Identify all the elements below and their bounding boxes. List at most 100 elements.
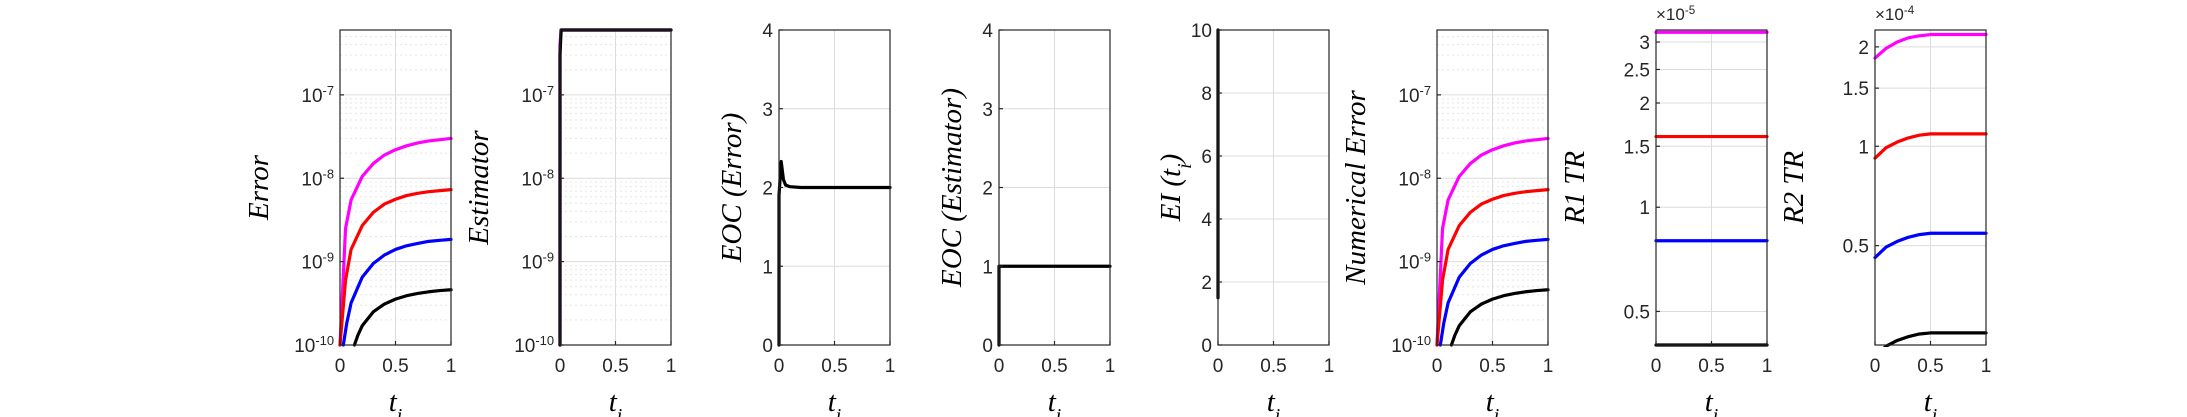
- y-tick-label: 10-7: [521, 82, 554, 107]
- y-tick-label: 1: [1858, 137, 1869, 158]
- y-tick-label: 2.5: [1624, 60, 1650, 81]
- panel-error: 10-10 10-9 10-8 10-7 0 0.5 1 ti Error: [243, 29, 457, 417]
- y-tick-label: 10-8: [521, 166, 554, 191]
- series-line-2: [1873, 132, 1988, 160]
- x-tick-label: 0: [335, 356, 346, 377]
- y-axis-label: Numerical Error: [1340, 89, 1372, 285]
- x-axis-label: ti: [1924, 386, 1938, 417]
- x-tick-label: 1: [1762, 356, 1773, 377]
- panel-r1-tr: 0.5 1 1.5 2 2.5 3 0 0.5 1 ×10-5 ti R1 TR: [1559, 5, 1772, 417]
- y-tick-label: 2: [1639, 94, 1650, 115]
- x-tick-label: 1: [1105, 356, 1116, 377]
- y-tick-label: 10-8: [301, 166, 334, 191]
- y-tick-label: 4: [1201, 210, 1212, 231]
- y-tick-label: 10-10: [514, 333, 554, 358]
- y-tick-label: 10-9: [301, 249, 334, 274]
- x-axis-label: ti: [1267, 386, 1281, 417]
- series-line-1: [777, 159, 892, 347]
- x-tick-label: 0.5: [602, 356, 628, 377]
- y-multiplier: ×10-4: [1875, 5, 1915, 24]
- y-tick-label: 10-8: [1398, 166, 1431, 191]
- x-tick-label: 0: [1651, 356, 1662, 377]
- y-tick-label: 10: [1191, 21, 1212, 42]
- series-line-4: [1449, 288, 1550, 347]
- x-axis-label: ti: [1048, 386, 1062, 417]
- panel-r2-tr: 0.5 1 1.5 2 0 0.5 1 ×10-4 ti R2 TR: [1778, 5, 1991, 417]
- x-tick-label: 1: [1543, 356, 1554, 377]
- series-line-1: [1873, 32, 1988, 60]
- x-tick-label: 1: [1324, 356, 1335, 377]
- x-tick-label: 0.5: [1260, 356, 1286, 377]
- x-axis-label: ti: [389, 386, 403, 417]
- x-tick-label: 1: [885, 356, 896, 377]
- y-tick-label: 2: [762, 179, 773, 200]
- series-line-3: [1873, 231, 1988, 260]
- series-line-1: [338, 136, 453, 347]
- y-axis-label: R2 TR: [1778, 151, 1810, 226]
- x-tick-label: 1: [1981, 356, 1992, 377]
- panel-estimator: 10-10 10-9 10-8 10-7 0 0.5 1 ti Estimator: [463, 28, 677, 417]
- y-axis-label: R1 TR: [1559, 151, 1591, 226]
- y-tick-label: 1: [762, 257, 773, 278]
- y-tick-label: 0: [762, 336, 773, 357]
- y-tick-label: 10-10: [1391, 333, 1431, 358]
- y-tick-label: 3: [762, 100, 773, 121]
- y-axis-label: EOC (Error): [716, 113, 748, 264]
- x-tick-label: 0: [555, 356, 566, 377]
- x-tick-label: 0.5: [1698, 356, 1724, 377]
- panel-numerical-error: 10-10 10-9 10-8 10-7 0 0.5 1 ti Numerical Error: [1340, 29, 1554, 417]
- x-tick-label: 0: [994, 356, 1005, 377]
- y-tick-label: 2: [1201, 273, 1212, 294]
- y-tick-label: 10-9: [1398, 249, 1431, 274]
- y-axis-label: Estimator: [463, 130, 495, 246]
- y-tick-label: 0: [1201, 336, 1212, 357]
- y-tick-label: 4: [762, 21, 773, 42]
- series-line-3: [341, 237, 453, 347]
- series-line-3: [1438, 237, 1550, 347]
- y-tick-label: 8: [1201, 84, 1212, 105]
- x-tick-label: 0.5: [1917, 356, 1943, 377]
- x-axis-label: ti: [1486, 386, 1500, 417]
- y-axis-label: EI (ti): [1155, 154, 1196, 223]
- x-tick-label: 0.5: [1479, 356, 1505, 377]
- x-tick-label: 0.5: [1041, 356, 1067, 377]
- x-tick-label: 0: [1213, 356, 1224, 377]
- y-tick-label: 0.5: [1624, 302, 1650, 323]
- y-tick-label: 10-10: [294, 333, 334, 358]
- y-multiplier: ×10-5: [1656, 5, 1695, 24]
- y-tick-label: 1: [982, 257, 993, 278]
- panel-effectivity-index: 0 2 4 6 8 10 0 0.5 1 ti EI (ti): [1155, 21, 1334, 417]
- series-line-2: [338, 188, 453, 347]
- x-tick-label: 0.5: [821, 356, 847, 377]
- x-tick-label: 1: [446, 356, 457, 377]
- y-tick-label: 10-7: [1398, 82, 1431, 107]
- panel-eoc-estimator: 0 1 2 3 4 0 0.5 1 ti EOC (Estimator): [936, 21, 1115, 417]
- y-tick-label: 0.5: [1843, 237, 1869, 258]
- y-tick-label: 6: [1201, 147, 1212, 168]
- y-tick-label: 1: [1639, 198, 1650, 219]
- y-tick-label: 1.5: [1843, 79, 1869, 100]
- y-tick-label: 0: [982, 336, 993, 357]
- y-axis-label: Error: [243, 154, 275, 221]
- y-tick-label: 1.5: [1624, 137, 1650, 158]
- x-axis-label: ti: [609, 386, 623, 417]
- x-tick-label: 0: [774, 356, 785, 377]
- x-tick-label: 1: [666, 356, 677, 377]
- x-tick-label: 0: [1432, 356, 1443, 377]
- x-tick-label: 0: [1870, 356, 1881, 377]
- panel-eoc-error: 0 1 2 3 4 0 0.5 1 ti EOC (Error): [716, 21, 895, 417]
- y-tick-label: 10-7: [301, 82, 334, 107]
- x-axis-label: ti: [1705, 386, 1719, 417]
- series-line-2: [1435, 188, 1550, 347]
- x-tick-label: 0.5: [382, 356, 408, 377]
- x-axis-label: ti: [828, 386, 842, 417]
- y-tick-label: 3: [982, 100, 993, 121]
- y-axis-label: EOC (Estimator): [936, 88, 968, 288]
- series-line-1: [1435, 136, 1550, 347]
- y-tick-label: 4: [982, 21, 993, 42]
- series-line-4: [352, 288, 453, 347]
- y-tick-label: 2: [982, 179, 993, 200]
- y-tick-label: 3: [1639, 33, 1650, 54]
- y-tick-label: 10-9: [521, 249, 554, 274]
